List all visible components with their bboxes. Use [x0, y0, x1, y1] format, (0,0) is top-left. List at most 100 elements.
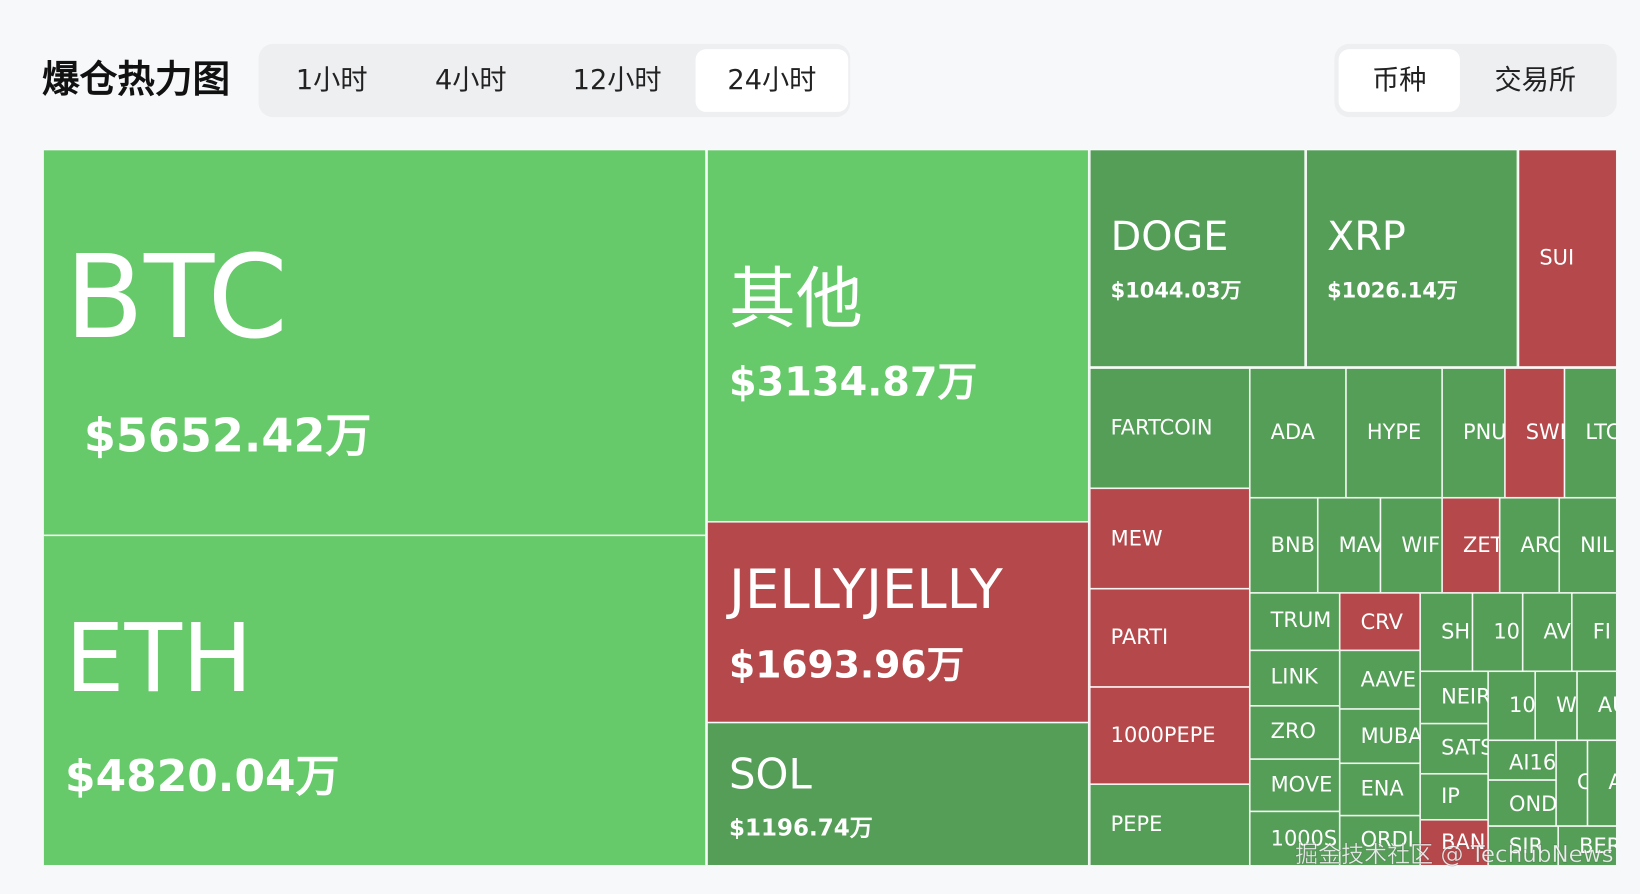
tab[interactable]: 交易所 [1494, 65, 1576, 96]
tile-label: NEIR [1441, 684, 1491, 708]
tab[interactable]: 1小时 [296, 65, 368, 96]
tile-label: HYPE [1367, 420, 1421, 444]
tile: 其他 $3134.87万 [707, 149, 1089, 522]
tile: AV [1522, 592, 1572, 672]
tile-label: PARTI [1111, 625, 1169, 649]
tile-label: 10 [1493, 620, 1520, 644]
tile-bg [1345, 368, 1443, 498]
title: 爆仓热力图 [42, 57, 230, 101]
tile-label: MUBA [1361, 724, 1424, 748]
tile-bg [1442, 497, 1500, 593]
tile: WIF [1380, 497, 1443, 593]
tile-bg [1249, 497, 1318, 593]
tile: C [1556, 740, 1588, 827]
tile-label: A [1608, 770, 1623, 794]
tile-bg [1558, 826, 1617, 866]
tile-label: 其他 [729, 260, 863, 338]
tile-label: ARC [1521, 533, 1563, 557]
tile-bg [43, 535, 707, 866]
tab-active-bg [1338, 49, 1460, 112]
tile: OND [1488, 780, 1557, 827]
tile-bg [1488, 740, 1557, 781]
tile: CRV [1339, 592, 1421, 651]
tile-label: MAV [1339, 533, 1385, 557]
tile-label: OND [1509, 792, 1557, 816]
tile: SUI [1518, 149, 1617, 368]
tile: AAVE [1339, 650, 1421, 709]
tile-bg [1089, 149, 1306, 368]
tile-bg [1339, 650, 1421, 709]
tab[interactable]: 12小时 [573, 65, 662, 96]
tile-value: $1693.96万 [729, 643, 964, 687]
tile-bg [1249, 759, 1340, 812]
tile-label: ZET [1463, 533, 1504, 557]
tile-bg [1587, 740, 1617, 827]
tile-bg [1535, 671, 1578, 741]
tile-label: IP [1441, 784, 1460, 808]
tile-bg [1249, 650, 1340, 706]
tile-bg [1339, 592, 1421, 651]
tile: MUBA [1339, 708, 1424, 764]
tile-value: $5652.42万 [84, 409, 372, 463]
tile-bg [1317, 497, 1381, 593]
tile-label: MOVE [1271, 772, 1333, 796]
tile-label: ADA [1271, 420, 1316, 444]
tile-label: AV [1544, 620, 1572, 644]
tile: PEPE [1089, 784, 1250, 866]
tab[interactable]: 4小时 [435, 65, 507, 96]
tile: LTC [1564, 368, 1620, 498]
tile-bg [1089, 368, 1250, 489]
tile-bg [1499, 497, 1560, 593]
tile-bg [1559, 497, 1617, 593]
tile-bg [1571, 592, 1617, 672]
tile-label: ZRO [1271, 719, 1316, 743]
tile-label: WIF [1401, 533, 1440, 557]
tile-bg [707, 722, 1089, 866]
tile-bg [1089, 588, 1250, 687]
tile-label: BER [1579, 834, 1621, 858]
tile-label: AI16 [1509, 750, 1556, 774]
tile: AI16 [1488, 740, 1557, 781]
tab[interactable]: 24小时 [695, 49, 849, 112]
tile-label: ETH [65, 605, 253, 714]
tab-label: 交易所 [1494, 65, 1576, 96]
tile-value: $3134.87万 [729, 359, 977, 405]
tile-bg [1577, 671, 1617, 741]
tile-label: BTC [65, 231, 288, 365]
tile-label: DOGE [1111, 214, 1229, 260]
tile: 1000PEPE [1089, 686, 1250, 785]
watermark: 掘金技术社区 @ TechubNews [1295, 842, 1613, 868]
tile-bg [1442, 368, 1505, 498]
tile: 1000S [1249, 811, 1340, 866]
tile: ENA [1339, 763, 1421, 816]
treemap: BTC $5652.42万 ETH $4820.04万 其他 $3134.87万 JELLY… [43, 149, 1628, 866]
tile-label: CRV [1361, 610, 1404, 634]
tile-bg [1249, 368, 1346, 498]
tile-label: LTC [1585, 420, 1620, 444]
tile-label: MEW [1111, 527, 1163, 551]
tile-bg [1339, 708, 1421, 764]
tile: SOL $1196.74万 [707, 722, 1089, 866]
tile: FI [1571, 592, 1617, 672]
tile-label: AU [1598, 693, 1628, 717]
tile-label: SH [1441, 620, 1470, 644]
tab[interactable]: 币种 [1338, 49, 1460, 112]
tile: PNU [1442, 368, 1507, 498]
tile: ETH $4820.04万 [43, 535, 707, 866]
tile-bg [1556, 740, 1588, 827]
tile-value: $1026.14万 [1327, 279, 1458, 303]
tile-label: PNU [1463, 420, 1507, 444]
tile-bg [1249, 592, 1340, 651]
tile-label: 1000PEPE [1111, 723, 1216, 747]
tile-label: TRUM [1270, 608, 1332, 632]
tile: SH [1420, 592, 1473, 672]
tile: ZRO [1249, 705, 1340, 760]
tile-label: SUI [1539, 245, 1574, 269]
tile: JELLYJELLY $1693.96万 [707, 521, 1089, 723]
tile-bg [707, 149, 1089, 522]
tile-bg [1089, 488, 1250, 589]
tile: BAN [1420, 819, 1489, 866]
tile-value: $1044.03万 [1111, 279, 1242, 303]
tile-label: SWI [1526, 420, 1566, 444]
tile-label: 10 [1509, 693, 1536, 717]
